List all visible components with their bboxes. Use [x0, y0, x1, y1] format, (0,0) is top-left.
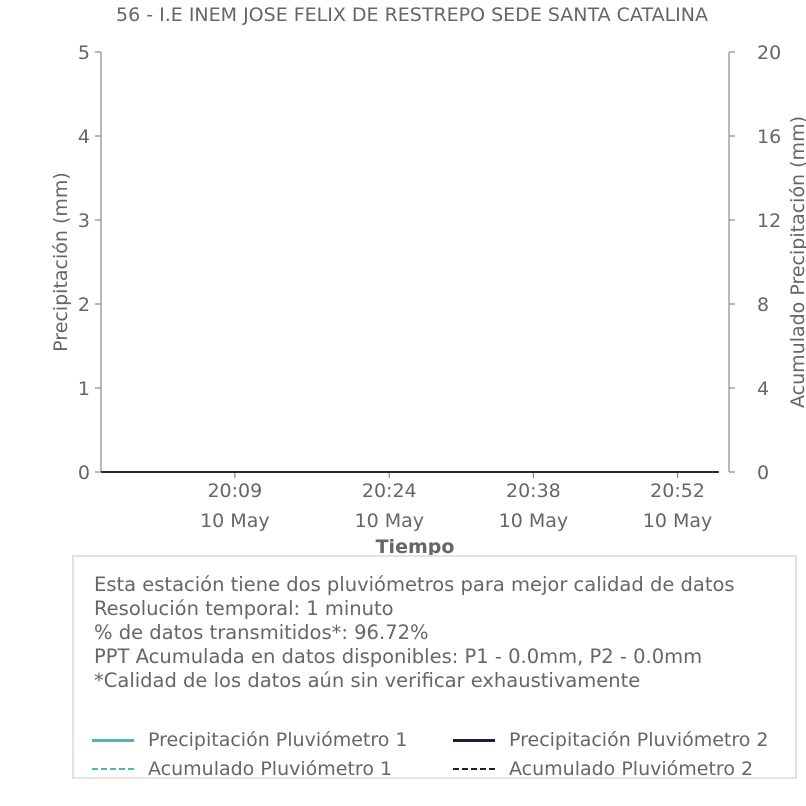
y-tick-label-left: 3	[78, 210, 90, 232]
info-line-dual-gauges: Esta estación tiene dos pluviómetros par…	[94, 573, 735, 596]
x-tick-label-date: 10 May	[643, 510, 713, 532]
y-tick-label-right: 16	[757, 126, 781, 148]
y-tick-label-right: 20	[757, 42, 781, 64]
x-tick-label-time: 20:09	[207, 480, 262, 502]
y-axis-label-right: Acumulado Precipitación (mm)	[787, 116, 806, 408]
legend-swatch-acum-2	[453, 768, 495, 770]
info-lines: Esta estación tiene dos pluviómetros par…	[94, 573, 735, 693]
y-tick-label-right: 8	[757, 294, 769, 316]
y-tick-label-left: 4	[78, 126, 90, 148]
legend-swatch-acum-1	[92, 768, 134, 770]
legend-item-precip-1: Precipitación Pluviómetro 1	[92, 729, 408, 751]
x-tick-label-date: 10 May	[499, 510, 569, 532]
legend-item-acum-1: Acumulado Pluviómetro 1	[92, 758, 392, 780]
legend-item-precip-2: Precipitación Pluviómetro 2	[453, 729, 769, 751]
y-tick-label-left: 1	[78, 378, 90, 400]
info-line-transmitted: % de datos transmitidos*: 96.72%	[94, 621, 429, 644]
legend-label-precip-1: Precipitación Pluviómetro 1	[148, 729, 408, 751]
y-tick-label-right: 4	[757, 378, 769, 400]
y-tick-label-left: 5	[78, 42, 90, 64]
info-line-quality-note: *Calidad de los datos aún sin verificar …	[94, 669, 641, 692]
y-axis-label-left: Precipitación (mm)	[50, 172, 72, 352]
x-tick-label-date: 10 May	[355, 510, 425, 532]
x-tick-label-time: 20:24	[362, 480, 417, 502]
y-tick-label-right: 0	[757, 462, 769, 484]
chart-title: 56 - I.E INEM JOSE FELIX DE RESTREPO SED…	[116, 4, 708, 26]
legend-swatch-precip-2	[453, 738, 495, 742]
legend-item-acum-2: Acumulado Pluviómetro 2	[453, 758, 753, 780]
x-axis-label: Tiempo	[376, 536, 455, 558]
legend-swatch-precip-1	[92, 738, 134, 742]
precipitation-chart: 56 - I.E INEM JOSE FELIX DE RESTREPO SED…	[50, 4, 806, 558]
y-tick-label-left: 0	[78, 462, 90, 484]
legend-label-precip-2: Precipitación Pluviómetro 2	[509, 729, 769, 751]
x-tick-label-date: 10 May	[200, 510, 270, 532]
info-box: Esta estación tiene dos pluviómetros par…	[72, 555, 797, 780]
x-tick-label-time: 20:38	[506, 480, 561, 502]
info-line-accumulated: PPT Acumulada en datos disponibles: P1 -…	[94, 645, 703, 668]
legend-label-acum-1: Acumulado Pluviómetro 1	[148, 758, 393, 780]
legend-label-acum-2: Acumulado Pluviómetro 2	[509, 758, 754, 780]
info-line-resolution: Resolución temporal: 1 minuto	[94, 597, 394, 620]
y-tick-label-left: 2	[78, 294, 90, 316]
y-tick-label-right: 12	[757, 210, 781, 232]
x-tick-label-time: 20:52	[650, 480, 705, 502]
